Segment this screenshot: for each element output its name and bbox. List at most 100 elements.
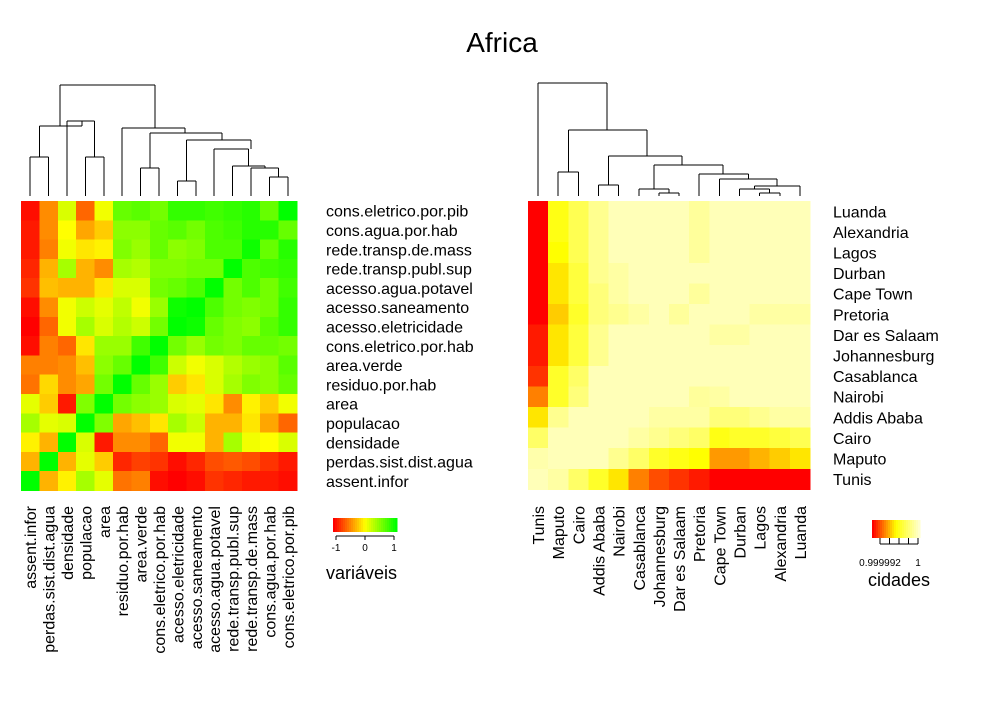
heatmap-cell — [57, 451, 77, 472]
heatmap-cell — [588, 468, 609, 490]
heatmap-cell — [769, 386, 791, 408]
heatmap-cell — [186, 258, 206, 279]
heatmap-cell — [789, 345, 811, 367]
heatmap-cell — [568, 468, 589, 490]
heatmap-cell — [749, 365, 771, 387]
heatmap-cell — [628, 324, 650, 346]
heatmap-cell — [769, 365, 791, 387]
heatmap-cell — [39, 451, 59, 472]
color-key-swatch — [377, 518, 380, 532]
heatmap-cell — [588, 283, 609, 305]
heatmap-cell — [608, 262, 630, 284]
heatmap-cell — [278, 432, 298, 453]
row-label: populacao — [326, 416, 400, 433]
heatmap-cell — [568, 283, 589, 305]
heatmap-cell — [789, 304, 811, 325]
variables-dendrogram — [29, 84, 289, 196]
heatmap-cell — [168, 220, 187, 240]
heatmap-cell — [113, 297, 132, 318]
heatmap-cell — [21, 355, 40, 376]
heatmap-cell — [241, 201, 261, 221]
color-key-tick-label: 0 — [362, 543, 368, 554]
heatmap-cell — [39, 297, 59, 318]
row-label: Tunis — [833, 472, 872, 489]
heatmap-cell — [608, 324, 630, 346]
color-key-swatch — [333, 518, 336, 532]
heatmap-cell — [588, 304, 609, 325]
heatmap-cell — [149, 201, 169, 221]
color-key-swatch — [912, 520, 915, 538]
column-label: Tunis — [531, 506, 548, 545]
heatmap-cell — [57, 278, 77, 298]
heatmap-cell — [113, 432, 132, 453]
heatmap-cell — [689, 262, 710, 284]
heatmap-cell — [668, 304, 690, 325]
heatmap-cell — [749, 386, 771, 408]
column-label: area — [97, 506, 114, 538]
heatmap-cell — [94, 374, 114, 395]
heatmap-cell — [789, 386, 811, 408]
heatmap-cell — [689, 221, 710, 243]
heatmap-cell — [528, 262, 549, 284]
heatmap-cell — [21, 451, 40, 472]
heatmap-cell — [749, 242, 771, 264]
row-label: Luanda — [833, 204, 886, 221]
heatmap-cell — [528, 365, 549, 387]
column-label: cons.eletrico.por.pib — [281, 506, 298, 648]
heatmap-cell — [149, 278, 169, 298]
heatmap-cell — [223, 355, 243, 376]
heatmap-cell — [205, 239, 224, 260]
variables-color-key: -1 0 1 variáveis — [326, 518, 398, 583]
heatmap-cell — [131, 394, 151, 414]
heatmap-cell — [260, 451, 279, 472]
heatmap-cell — [113, 278, 132, 298]
column-label: acesso.saneamento — [189, 506, 206, 649]
color-key-swatch — [874, 520, 877, 538]
heatmap-cell — [588, 448, 609, 470]
heatmap-cell — [149, 471, 169, 491]
heatmap-cell — [668, 345, 690, 367]
heatmap-cell — [168, 201, 187, 221]
heatmap-cell — [278, 201, 298, 221]
heatmap-cell — [113, 239, 132, 260]
heatmap-cell — [260, 297, 279, 318]
color-key-swatch — [393, 518, 396, 532]
heatmap-cell — [769, 201, 791, 222]
heatmap-cell — [113, 201, 132, 221]
color-key-swatch — [898, 520, 901, 538]
heatmap-cell — [608, 201, 630, 222]
heatmap-cell — [39, 413, 59, 433]
heatmap-cell — [628, 448, 650, 470]
heatmap-cell — [223, 413, 243, 433]
heatmap-cell — [223, 316, 243, 337]
heatmap-cell — [588, 345, 609, 367]
column-label: rede.transp.publ.sup — [226, 506, 243, 652]
row-label: perdas.sist.dist.agua — [326, 455, 473, 472]
heatmap-cell — [21, 278, 40, 298]
column-label: Cape Town — [712, 506, 729, 586]
heatmap-cell — [668, 221, 690, 243]
heatmap-cell — [131, 374, 151, 395]
heatmap-cell — [260, 201, 279, 221]
heatmap-cell — [94, 394, 114, 414]
heatmap-cell — [57, 201, 77, 221]
heatmap-cell — [729, 365, 750, 387]
heatmap-cell — [39, 471, 59, 491]
heatmap-cell — [548, 448, 569, 470]
heatmap-cell — [186, 297, 206, 318]
heatmap-cell — [186, 374, 206, 395]
heatmap-cell — [131, 432, 151, 453]
color-key-swatch — [387, 518, 390, 532]
heatmap-cell — [568, 304, 589, 325]
heatmap-cell — [608, 221, 630, 243]
row-label: Dar es Salaam — [833, 328, 939, 345]
column-label: Pretoria — [692, 506, 709, 562]
heatmap-cell — [528, 345, 549, 367]
heatmap-cell — [131, 258, 151, 279]
heatmap-cell — [113, 355, 132, 376]
heatmap-cell — [39, 201, 59, 221]
color-key-swatch — [363, 518, 366, 532]
heatmap-cell — [729, 221, 750, 243]
heatmap-cell — [628, 345, 650, 367]
